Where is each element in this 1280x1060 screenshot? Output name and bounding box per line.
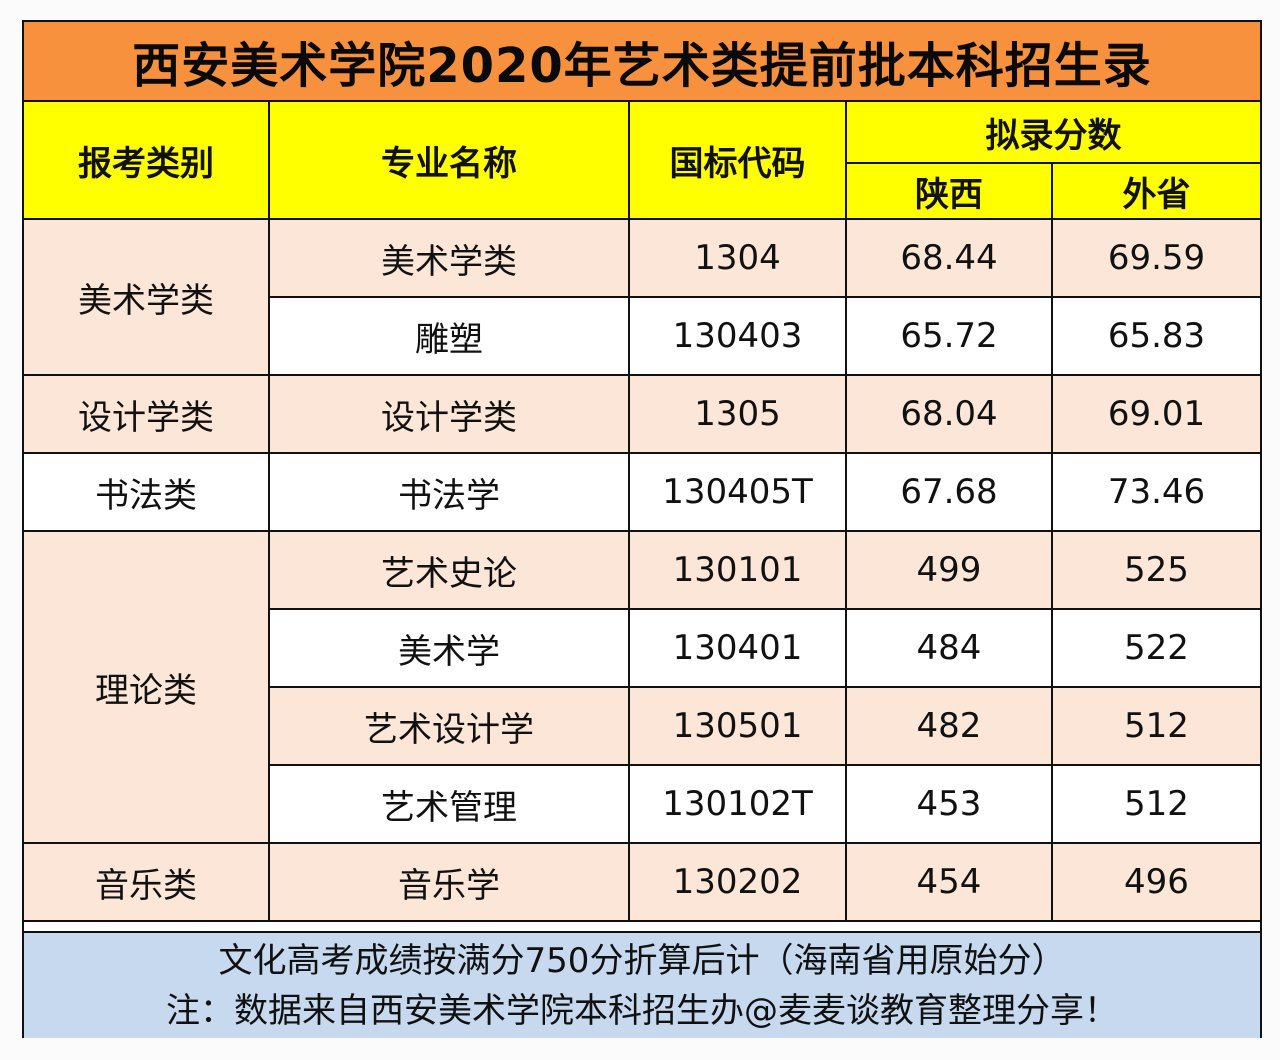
header-row: 报考类别 专业名称 国标代码 拟录分数 — [24, 102, 1260, 220]
shaanxi-score-cell: 454 — [845, 842, 1053, 922]
major-cell: 设计学类 — [268, 374, 630, 454]
footnote-line-1: 文化高考成绩按满分750分折算后计（海南省用原始分） — [218, 940, 1066, 981]
score-table: 报考类别 专业名称 国标代码 拟录分数 陕西 外省 美术学类 美术学类 1304… — [24, 102, 1260, 922]
major-cell: 艺术史论 — [268, 530, 630, 610]
table-row: 音乐类 音乐学 130202 454 496 — [24, 842, 1260, 922]
header-code: 国标代码 — [628, 102, 847, 220]
table-title: 西安美术学院2020年艺术类提前批本科招生录 — [24, 22, 1260, 102]
header-shaanxi: 陕西 — [846, 162, 1053, 220]
shaanxi-score-cell: 65.72 — [845, 296, 1053, 376]
code-cell: 1305 — [628, 374, 847, 454]
code-cell: 130102T — [628, 764, 847, 844]
major-cell: 美术学 — [269, 608, 630, 688]
table-row: 美术学类 美术学类 1304 68.44 69.59 — [24, 218, 1260, 376]
other-score-cell: 73.46 — [1051, 452, 1260, 532]
table-row: 理论类 艺术史论 130101 499 525 — [24, 530, 1260, 844]
footnote-line-2: 注：数据来自西安美术学院本科招生办@麦麦谈教育整理分享！ — [166, 990, 1118, 1031]
code-cell: 130202 — [628, 842, 847, 922]
shaanxi-score-cell: 499 — [845, 530, 1053, 610]
shaanxi-score-cell: 68.04 — [845, 374, 1053, 454]
shaanxi-score-cell: 484 — [845, 608, 1053, 688]
other-score-cell: 512 — [1051, 686, 1260, 766]
table-row: 美术学 130401 484 522 — [24, 608, 1260, 688]
category-cell: 理论类 — [24, 530, 270, 844]
shaanxi-score-cell: 67.68 — [845, 452, 1053, 532]
major-cell: 艺术设计学 — [269, 686, 630, 766]
other-score-cell: 69.59 — [1051, 218, 1260, 298]
header-major: 专业名称 — [268, 102, 630, 220]
code-cell: 130101 — [628, 530, 847, 610]
major-cell: 艺术管理 — [269, 764, 630, 844]
table-row: 雕塑 130403 65.72 65.83 — [24, 296, 1260, 376]
category-cell: 书法类 — [24, 452, 270, 532]
other-score-cell: 69.01 — [1051, 374, 1260, 454]
major-cell: 书法学 — [268, 452, 630, 532]
other-score-cell: 512 — [1051, 764, 1260, 844]
other-score-cell: 522 — [1051, 608, 1260, 688]
major-cell: 雕塑 — [269, 296, 630, 376]
shaanxi-score-cell: 453 — [845, 764, 1053, 844]
admission-score-table-sheet: 西安美术学院2020年艺术类提前批本科招生录 报考类别 专业名称 国标代码 拟录… — [22, 20, 1262, 1038]
category-cell: 音乐类 — [24, 842, 270, 922]
code-cell: 1304 — [628, 218, 847, 298]
category-cell: 设计学类 — [24, 374, 270, 454]
code-cell: 130405T — [628, 452, 847, 532]
header-other-provinces: 外省 — [1051, 162, 1260, 220]
header-category: 报考类别 — [24, 102, 270, 220]
table-row: 书法类 书法学 130405T 67.68 73.46 — [24, 452, 1260, 532]
code-cell: 130403 — [628, 296, 847, 376]
other-score-cell: 496 — [1051, 842, 1260, 922]
other-score-cell: 525 — [1051, 530, 1260, 610]
header-subrow: 陕西 外省 — [24, 162, 1260, 220]
major-cell: 音乐学 — [268, 842, 630, 922]
category-cell: 美术学类 — [24, 218, 270, 376]
major-cell: 美术学类 — [268, 218, 630, 298]
table-row: 艺术设计学 130501 482 512 — [24, 686, 1260, 766]
code-cell: 130401 — [628, 608, 847, 688]
footnote-box: 文化高考成绩按满分750分折算后计（海南省用原始分） 注：数据来自西安美术学院本… — [24, 931, 1260, 1038]
table-row: 艺术管理 130102T 453 512 — [24, 764, 1260, 844]
table-row: 设计学类 设计学类 1305 68.04 69.01 — [24, 374, 1260, 454]
shaanxi-score-cell: 68.44 — [845, 218, 1053, 298]
other-score-cell: 65.83 — [1051, 296, 1260, 376]
code-cell: 130501 — [628, 686, 847, 766]
shaanxi-score-cell: 482 — [845, 686, 1053, 766]
header-score-group: 拟录分数 — [845, 102, 1260, 164]
